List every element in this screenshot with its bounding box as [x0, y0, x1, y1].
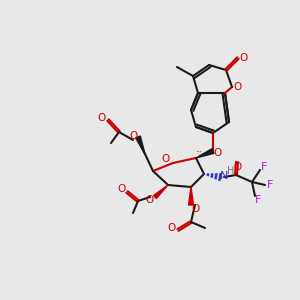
Polygon shape	[154, 185, 168, 199]
Polygon shape	[136, 136, 145, 154]
Polygon shape	[196, 149, 214, 158]
Text: O: O	[214, 148, 222, 158]
Text: O: O	[233, 162, 241, 172]
Text: N: N	[220, 171, 228, 181]
Text: F: F	[261, 162, 267, 172]
Text: O: O	[233, 82, 241, 92]
Text: F: F	[267, 180, 273, 190]
Text: O: O	[168, 223, 176, 233]
Text: O: O	[146, 195, 154, 205]
Text: O: O	[98, 113, 106, 123]
Text: O: O	[239, 53, 247, 63]
Text: F: F	[255, 195, 261, 205]
Text: O: O	[129, 131, 137, 141]
Text: O: O	[192, 204, 200, 214]
Text: O: O	[118, 184, 126, 194]
Polygon shape	[188, 187, 194, 205]
Text: H: H	[227, 166, 235, 176]
Text: O: O	[162, 154, 170, 164]
Text: ...: ...	[196, 147, 202, 153]
